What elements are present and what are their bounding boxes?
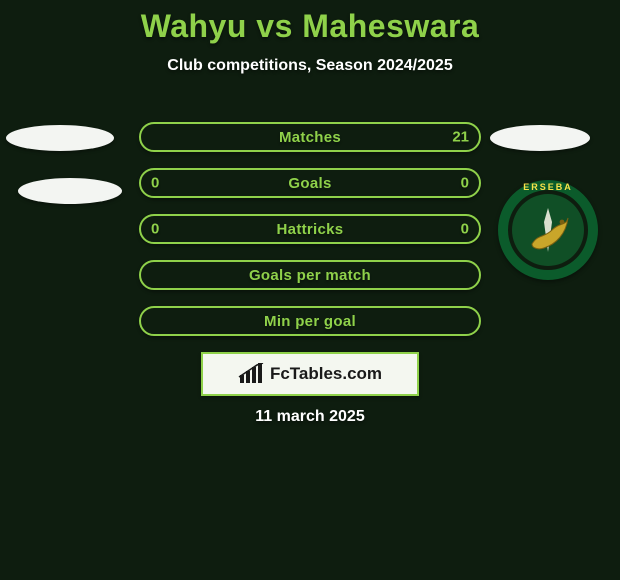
club-badge-inner xyxy=(512,194,584,266)
stat-row-goals: 0 Goals 0 xyxy=(139,168,481,198)
comparison-card: Wahyu vs Maheswara Club competitions, Se… xyxy=(0,0,620,580)
stat-right-value: 21 xyxy=(452,129,469,146)
page-subtitle: Club competitions, Season 2024/2025 xyxy=(0,57,620,75)
stat-label: Goals per match xyxy=(249,267,371,284)
player-avatar-left-2 xyxy=(18,178,122,204)
player-avatar-right xyxy=(490,125,590,151)
stat-left-value: 0 xyxy=(151,175,159,192)
stat-label: Matches xyxy=(279,129,341,146)
stat-right-value: 0 xyxy=(461,175,469,192)
stat-row-min-per-goal: Min per goal xyxy=(139,306,481,336)
brand-box: FcTables.com xyxy=(201,352,419,396)
crest-icon xyxy=(522,204,574,256)
stats-list: Matches 21 0 Goals 0 0 Hattricks 0 Goals… xyxy=(139,122,481,352)
stat-label: Min per goal xyxy=(264,313,356,330)
club-badge: ERSEBA xyxy=(498,180,598,280)
date-text: 11 march 2025 xyxy=(255,408,364,426)
stat-row-goals-per-match: Goals per match xyxy=(139,260,481,290)
stat-label: Hattricks xyxy=(277,221,344,238)
stat-left-value: 0 xyxy=(151,221,159,238)
stat-row-matches: Matches 21 xyxy=(139,122,481,152)
player-avatar-left-1 xyxy=(6,125,114,151)
stat-right-value: 0 xyxy=(461,221,469,238)
stat-row-hattricks: 0 Hattricks 0 xyxy=(139,214,481,244)
chart-bars-icon xyxy=(238,363,264,385)
club-badge-ring-text: ERSEBA xyxy=(523,182,573,192)
brand-text: FcTables.com xyxy=(270,364,382,384)
stat-label: Goals xyxy=(288,175,331,192)
page-title: Wahyu vs Maheswara xyxy=(0,0,620,45)
